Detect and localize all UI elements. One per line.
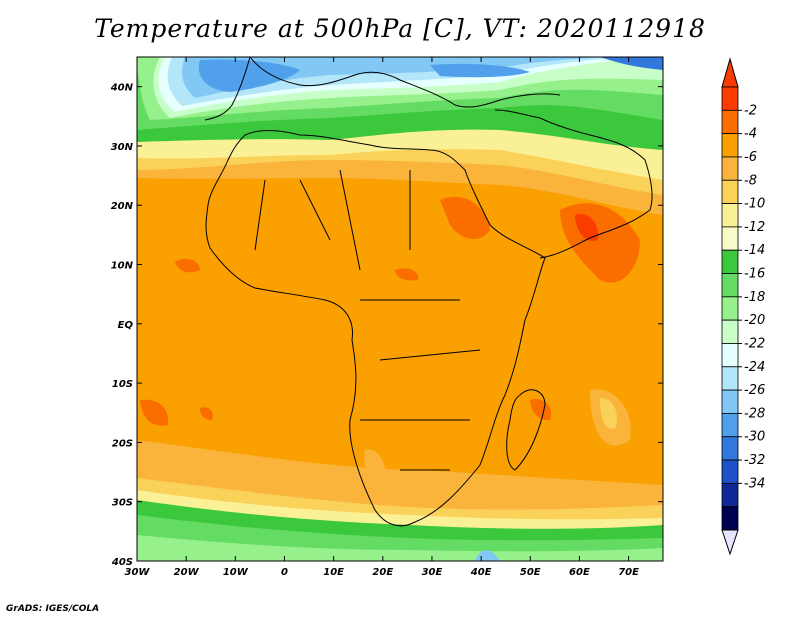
lon-tick-label: 10E (323, 567, 344, 578)
colorbar-segment (721, 156, 739, 181)
lon-tick-label: 10W (223, 567, 249, 578)
colorbar-segment (721, 459, 739, 484)
colorbar-segment (721, 203, 739, 228)
lat-tick-label: 20N (111, 201, 134, 212)
colorbar-segment (721, 249, 739, 274)
lat-tick-label: 30N (111, 142, 134, 153)
lon-tick-label: 0 (281, 567, 288, 578)
colorbar-bottom-arrow (721, 529, 739, 556)
colorbar-segment (721, 343, 739, 368)
lat-tick-label: 40N (110, 83, 134, 94)
colorbar-segment (721, 86, 739, 111)
lon-tick-label: 40E (470, 567, 492, 578)
colorbar-label: -30 (744, 430, 765, 445)
colorbar-segment (721, 109, 739, 135)
lat-tick-label: 30S (112, 498, 133, 509)
colorbar-label: -2 (744, 103, 757, 118)
lat-tick-label: EQ (118, 320, 134, 331)
colorbar-label: -12 (744, 220, 765, 235)
colorbar-label: -20 (744, 313, 765, 328)
colorbar-segment (721, 389, 739, 414)
lon-tick-label: 30W (125, 567, 151, 578)
lat-tick-label: 10N (111, 261, 134, 272)
colorbar-label: -34 (744, 476, 765, 491)
lon-tick-label: 50E (520, 567, 541, 578)
lon-tick-label: 30E (422, 567, 443, 578)
colorbar-top-arrow (721, 57, 739, 88)
colorbar-label: -18 (744, 290, 765, 305)
colorbar-segment (721, 296, 739, 321)
colorbar-label: -16 (744, 267, 765, 282)
colorbar-segment (721, 413, 739, 438)
lon-tick-label: 60E (569, 567, 590, 578)
colorbar-segment (721, 366, 739, 391)
colorbar-segment (721, 482, 739, 508)
lon-tick-label: 70E (618, 567, 639, 578)
colorbar-label: -24 (744, 360, 765, 375)
colorbar-label: -10 (744, 197, 765, 212)
colorbar-segment (721, 226, 739, 251)
lat-tick-label: 40S (111, 557, 133, 568)
colorbar-segment (721, 133, 739, 158)
lon-tick-label: 20E (372, 567, 393, 578)
colorbar-segment (721, 273, 739, 298)
colorbar-label: -8 (744, 173, 757, 188)
colorbar-segment (721, 179, 739, 204)
map-title: Temperature at 500hPa [C], VT: 202011291… (94, 14, 706, 43)
coastlines (204, 57, 653, 527)
colorbar-label: -32 (744, 453, 765, 468)
lat-tick-label: 10S (112, 379, 133, 390)
colorbar-segment (721, 506, 739, 531)
colorbar-label: -6 (744, 150, 757, 165)
credit-label: GrADS: IGES/COLA (6, 604, 100, 614)
colorbar-label: -28 (744, 406, 765, 421)
plot-frame (136, 56, 664, 562)
colorbar-label: -26 (744, 383, 765, 398)
colorbar-label: -14 (744, 243, 765, 258)
colorbar-label: -22 (744, 336, 765, 351)
colorbar-label: -4 (744, 127, 757, 142)
temperature-field (137, 57, 663, 561)
lat-tick-label: 20S (112, 438, 133, 449)
colorbar: -2 -4 -6 -8 -10 -12 -14 -16 -18 -20 -22 -24 -26 -28 -3… (721, 57, 765, 556)
colorbar-segment (721, 436, 739, 461)
colorbar-segment (721, 319, 739, 344)
lon-tick-label: 20W (174, 567, 200, 578)
